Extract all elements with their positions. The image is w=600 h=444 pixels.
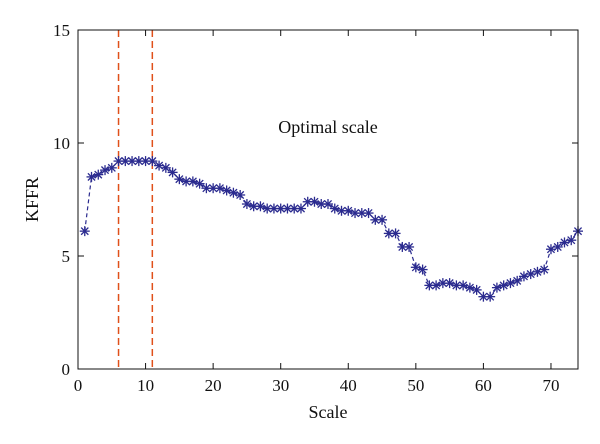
x-tick-label: 10 xyxy=(137,376,154,395)
kffr-series xyxy=(79,156,583,302)
y-tick-label: 10 xyxy=(53,134,70,153)
data-point xyxy=(363,208,374,219)
data-point xyxy=(160,162,171,173)
data-point xyxy=(329,203,340,214)
y-axis-label: KFFR xyxy=(22,177,42,222)
data-point xyxy=(174,174,185,185)
optimal-scale-lines xyxy=(117,30,154,369)
x-tick-label: 40 xyxy=(340,376,357,395)
series-line xyxy=(84,160,579,298)
data-point xyxy=(512,275,523,286)
data-point xyxy=(248,201,259,212)
data-point xyxy=(498,280,509,291)
data-point xyxy=(458,280,469,291)
data-point xyxy=(214,183,225,194)
data-point xyxy=(295,203,306,214)
data-point xyxy=(505,278,516,289)
x-tick-label: 20 xyxy=(205,376,222,395)
data-point xyxy=(377,214,388,225)
data-point xyxy=(417,264,428,275)
data-point xyxy=(485,291,496,302)
y-tick-label: 0 xyxy=(62,360,71,379)
data-point xyxy=(566,235,577,246)
data-point xyxy=(316,199,327,210)
data-point xyxy=(309,196,320,207)
data-point xyxy=(404,241,415,252)
data-point xyxy=(120,156,131,167)
x-tick-labels: 0 10 20 30 40 50 60 70 xyxy=(74,376,560,395)
data-point xyxy=(268,203,279,214)
data-point xyxy=(431,280,442,291)
data-point xyxy=(545,244,556,255)
x-axis-label: Scale xyxy=(309,402,348,422)
y-tick-label: 15 xyxy=(53,21,70,40)
y-tick-labels: 0 5 10 15 xyxy=(53,21,70,379)
data-point xyxy=(194,178,205,189)
data-point xyxy=(86,171,97,182)
data-point xyxy=(140,156,151,167)
x-tick-label: 50 xyxy=(407,376,424,395)
data-point xyxy=(464,282,475,293)
data-point xyxy=(323,199,333,210)
data-point xyxy=(235,189,246,200)
data-point xyxy=(539,264,550,275)
y-tick-label: 5 xyxy=(62,247,71,266)
data-point xyxy=(410,262,421,273)
data-point xyxy=(532,266,543,277)
data-point xyxy=(79,226,90,237)
data-point xyxy=(525,269,536,280)
data-point xyxy=(167,167,178,178)
optimal-scale-annotation: Optimal scale xyxy=(278,117,377,137)
x-tick-label: 30 xyxy=(272,376,289,395)
data-point xyxy=(106,162,117,173)
data-point xyxy=(255,201,266,212)
data-point xyxy=(491,282,502,293)
data-point xyxy=(187,176,198,187)
data-point xyxy=(559,237,570,248)
data-point xyxy=(147,156,158,167)
x-tick-label: 60 xyxy=(475,376,492,395)
data-point xyxy=(93,169,104,180)
data-point xyxy=(100,165,111,176)
data-point xyxy=(228,187,239,198)
data-point xyxy=(390,228,401,239)
x-tick-label: 70 xyxy=(542,376,559,395)
data-point xyxy=(221,185,232,196)
data-point xyxy=(343,205,354,216)
data-point xyxy=(518,271,529,282)
data-point xyxy=(552,241,563,252)
data-point xyxy=(154,160,165,171)
data-point xyxy=(444,278,455,289)
plot-frame xyxy=(77,29,579,370)
data-point xyxy=(471,284,482,295)
data-point xyxy=(241,199,252,210)
data-point xyxy=(289,203,300,214)
x-tick-label: 0 xyxy=(74,376,83,395)
